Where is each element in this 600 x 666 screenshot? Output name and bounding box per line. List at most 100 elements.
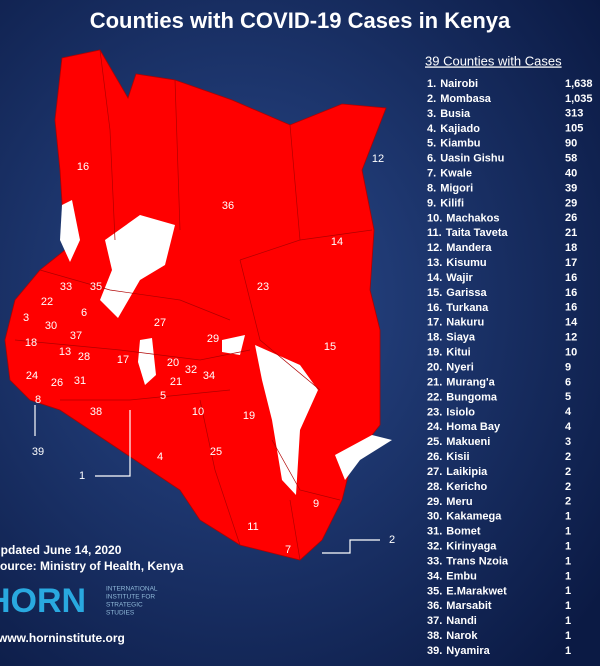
- rank: 4.: [427, 123, 436, 135]
- case-count: 14: [565, 317, 578, 329]
- county-number: 33: [60, 281, 72, 293]
- county-number: 26: [51, 377, 63, 389]
- border: [199, 399, 241, 546]
- county-name: Kisii: [446, 451, 469, 463]
- rank: 14.: [427, 272, 442, 284]
- row-label: 9. Kilifi: [427, 197, 464, 209]
- row-label: 29. Meru: [427, 496, 473, 508]
- county-name: Homa Bay: [446, 421, 501, 433]
- case-count: 2: [565, 466, 571, 478]
- leader-lines: [34, 405, 380, 554]
- row-label: 14. Wajir: [427, 272, 474, 284]
- updated-date: Updated June 14, 2020: [0, 543, 122, 557]
- rank: 26.: [427, 451, 442, 463]
- row-label: 16. Turkana: [427, 302, 489, 314]
- border: [174, 79, 181, 231]
- border: [99, 49, 116, 241]
- county-number: 4: [157, 451, 163, 463]
- row-label: 4. Kajiado: [427, 123, 480, 135]
- county-name: Narok: [446, 630, 478, 642]
- county-number: 23: [257, 281, 269, 293]
- row-label: 38. Narok: [427, 630, 478, 642]
- rank: 30.: [427, 511, 442, 523]
- no-case-area: [255, 345, 318, 495]
- county-number: 5: [160, 390, 166, 402]
- row-label: 13. Kisumu: [427, 257, 487, 269]
- case-count: 58: [565, 153, 577, 165]
- case-count: 21: [565, 227, 577, 239]
- source: Source: Ministry of Health, Kenya: [0, 559, 184, 573]
- county-name: Nandi: [446, 615, 477, 627]
- county-number: 13: [59, 346, 71, 358]
- county-name: Kajiado: [440, 123, 480, 135]
- county-number: 37: [70, 330, 82, 342]
- county-number: 32: [185, 364, 197, 376]
- row-label: 15. Garissa: [427, 287, 488, 299]
- county-name: Uasin Gishu: [440, 153, 504, 165]
- case-count: 1,035: [565, 93, 593, 105]
- county-name: Migori: [440, 182, 473, 194]
- case-count: 1: [565, 600, 571, 612]
- county-number: 28: [78, 351, 90, 363]
- county-name: Marsabit: [446, 600, 492, 612]
- case-count: 1: [565, 585, 571, 597]
- border: [289, 499, 301, 561]
- no-case-area: [100, 215, 175, 318]
- rank: 35.: [427, 585, 442, 597]
- county-name: Kitui: [446, 346, 470, 358]
- border: [299, 229, 373, 241]
- rank: 10.: [427, 212, 442, 224]
- logo: HORN: [0, 582, 86, 620]
- rank: 34.: [427, 570, 442, 582]
- rank: 2.: [427, 93, 436, 105]
- county-name: Turkana: [446, 302, 489, 314]
- row-label: 23. Isiolo: [427, 406, 475, 418]
- rank: 17.: [427, 317, 442, 329]
- county-number: 34: [203, 370, 215, 382]
- rank: 19.: [427, 346, 442, 358]
- county-number: 16: [77, 161, 89, 173]
- county-name: Nakuru: [446, 317, 484, 329]
- row-label: 10. Machakos: [427, 212, 500, 224]
- rank: 23.: [427, 406, 442, 418]
- rank: 24.: [427, 421, 442, 433]
- county-number: 25: [210, 446, 222, 458]
- border: [60, 389, 231, 401]
- website: www.horninstitute.org: [0, 631, 125, 645]
- row-label: 18. Siaya: [427, 332, 476, 344]
- county-name: Kakamega: [446, 511, 502, 523]
- rank: 13.: [427, 257, 442, 269]
- case-count: 5: [565, 391, 571, 403]
- case-count: 6: [565, 376, 571, 388]
- case-count: 1,638: [565, 78, 593, 90]
- leader-line: [322, 539, 380, 554]
- county-name: Siaya: [446, 332, 476, 344]
- border: [39, 269, 231, 321]
- row-label: 21. Murang'a: [427, 376, 496, 388]
- rank: 22.: [427, 391, 442, 403]
- case-count: 10: [565, 346, 577, 358]
- county-number: 6: [81, 307, 87, 319]
- county-name: Embu: [446, 570, 477, 582]
- rank: 8.: [427, 182, 436, 194]
- case-count: 1: [565, 555, 571, 567]
- row-label: 20. Nyeri: [427, 361, 474, 373]
- county-number: 22: [41, 296, 53, 308]
- case-count: 1: [565, 511, 571, 523]
- case-count: 16: [565, 302, 577, 314]
- leader-line: [95, 410, 131, 477]
- county-borders: [14, 49, 373, 561]
- case-count: 29: [565, 197, 577, 209]
- county-number: 10: [192, 406, 204, 418]
- no-case-area: [222, 335, 245, 355]
- county-number: 24: [26, 370, 38, 382]
- rank: 15.: [427, 287, 442, 299]
- case-count: 2: [565, 481, 571, 493]
- county-name: Makueni: [446, 436, 490, 448]
- rank: 32.: [427, 540, 442, 552]
- county-number: 39: [32, 446, 44, 458]
- county-number: 14: [331, 236, 343, 248]
